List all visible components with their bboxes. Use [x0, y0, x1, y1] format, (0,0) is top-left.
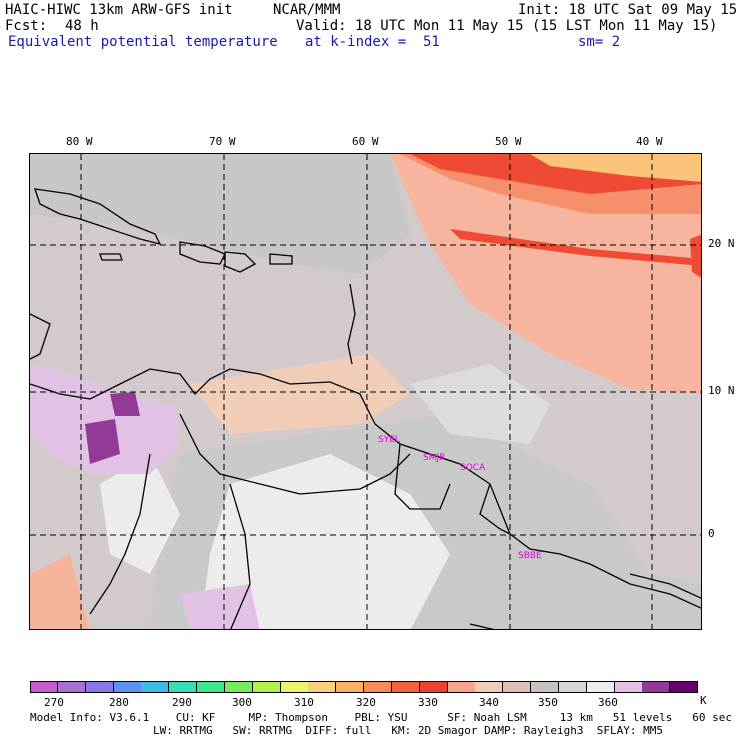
colorbar-swatch — [614, 681, 643, 693]
colorbar-swatch — [57, 681, 86, 693]
field-patch-red-east — [690, 234, 701, 278]
colorbar-swatch — [113, 681, 142, 693]
colorbar-swatch — [475, 681, 504, 693]
lat-label-equator: 0 — [708, 527, 715, 540]
colorbar-tick-350: 350 — [538, 696, 558, 709]
lon-label-40w: 40 W — [636, 135, 663, 148]
field-patch-lilac-c — [160, 404, 180, 434]
footer-physics-info: LW: RRTMG SW: RRTMG DIFF: full KM: 2D Sm… — [153, 724, 663, 737]
colorbar-swatch — [419, 681, 448, 693]
colorbar-swatch — [364, 681, 392, 693]
field-region-lilac — [30, 364, 180, 474]
init-time: Init: 18 UTC Sat 09 May 15 — [518, 2, 738, 18]
colorbar-swatch — [642, 681, 671, 693]
colorbar-tick-320: 320 — [356, 696, 376, 709]
colorbar-tick-340: 340 — [479, 696, 499, 709]
colombia-border-west — [89, 453, 151, 615]
brazil-coast-fragment — [469, 623, 495, 629]
field-region-grey-north — [30, 154, 410, 274]
station-label-sbbe: SBBE — [518, 551, 542, 561]
colorbar-swatch — [280, 681, 309, 693]
field-patch-salmon-southwest — [30, 554, 90, 629]
lon-label-60w: 60 W — [352, 135, 379, 148]
hispaniola-east-outline — [224, 251, 257, 273]
colorbar-swatch — [586, 681, 615, 693]
model-title: HAIC-HIWC 13km ARW-GFS init — [5, 2, 233, 18]
colorbar-unit: K — [700, 694, 707, 707]
colorbar-tick-300: 300 — [232, 696, 252, 709]
field-patch-purple-a — [85, 419, 120, 464]
colorbar-swatch — [30, 681, 58, 693]
colorbar-swatch — [169, 681, 198, 693]
field-region-lightgrey-atlantic — [410, 364, 550, 444]
station-label-syel: SYEL — [378, 435, 400, 445]
puerto-rico-outline — [269, 253, 293, 265]
colorbar-swatch — [224, 681, 253, 693]
organization: NCAR/MMM — [273, 2, 341, 18]
south-america-north-coast — [30, 368, 701, 609]
colorbar-swatch — [308, 681, 337, 693]
colorbar-tick-330: 330 — [418, 696, 438, 709]
colorbar-swatch — [531, 681, 559, 693]
field-region-yellow — [530, 154, 701, 182]
field-region-white-amazon — [200, 454, 450, 629]
level-info: at k-index = 51 — [305, 34, 440, 50]
station-label-smjp: SMJP — [423, 453, 445, 463]
colorbar-swatch — [503, 681, 532, 693]
footer-model-info: Model Info: V3.6.1 CU: KF MP: Thompson P… — [30, 711, 732, 724]
colorbar-tick-360: 360 — [598, 696, 618, 709]
forecast-label: Fcst: — [5, 18, 48, 34]
central-america-outline — [30, 313, 51, 360]
hispaniola-west-outline — [179, 241, 226, 265]
venezuela-border — [179, 413, 411, 495]
lon-label-50w: 50 W — [495, 135, 522, 148]
colorbar-swatch — [558, 681, 587, 693]
lon-label-70w: 70 W — [209, 135, 236, 148]
colorbar-swatch — [670, 681, 699, 693]
stations: SYEL SMJP SOCA SBBE — [378, 435, 542, 561]
jamaica-outline — [99, 253, 123, 261]
colorbar-swatch — [336, 681, 365, 693]
theta-e-map: SYEL SMJP SOCA SBBE — [30, 154, 701, 629]
colorbar-swatch — [447, 681, 476, 693]
colorbar-swatch — [391, 681, 420, 693]
colorbar-tick-280: 280 — [109, 696, 129, 709]
guyana-border — [394, 443, 451, 510]
lesser-antilles-outline — [347, 283, 356, 365]
french-guiana-border — [479, 483, 511, 535]
lat-label-20n: 20 N — [708, 237, 735, 250]
gridlines — [30, 154, 701, 629]
colorbar-swatch — [85, 681, 114, 693]
smoothing-info: sm= 2 — [578, 34, 621, 50]
colorbar-swatch — [141, 681, 170, 693]
lon-label-80w: 80 W — [66, 135, 93, 148]
brazil-coast-east — [629, 573, 701, 599]
colorbar-tick-270: 270 — [44, 696, 64, 709]
station-label-soca: SOCA — [460, 463, 486, 473]
colorbar-tick-310: 310 — [294, 696, 314, 709]
colorbar-tick-290: 290 — [172, 696, 192, 709]
colorbar-swatch — [252, 681, 281, 693]
coastlines — [30, 188, 701, 629]
colombia-border-south — [229, 483, 251, 629]
forecast-hour: 48 h — [65, 18, 99, 34]
field-patch-purple-b — [110, 392, 140, 416]
field-patch-lilac-south — [180, 584, 260, 629]
field-name: Equivalent potential temperature — [8, 34, 278, 50]
cuba-outline — [34, 188, 162, 245]
field-region-peach-coast — [190, 354, 410, 434]
lat-label-10n: 10 N — [708, 384, 735, 397]
valid-time: Valid: 18 UTC Mon 11 May 15 (15 LST Mon … — [296, 18, 718, 34]
field-band-red — [450, 229, 701, 266]
map-panel: SYEL SMJP SOCA SBBE — [29, 153, 702, 630]
colorbar-swatch — [197, 681, 225, 693]
